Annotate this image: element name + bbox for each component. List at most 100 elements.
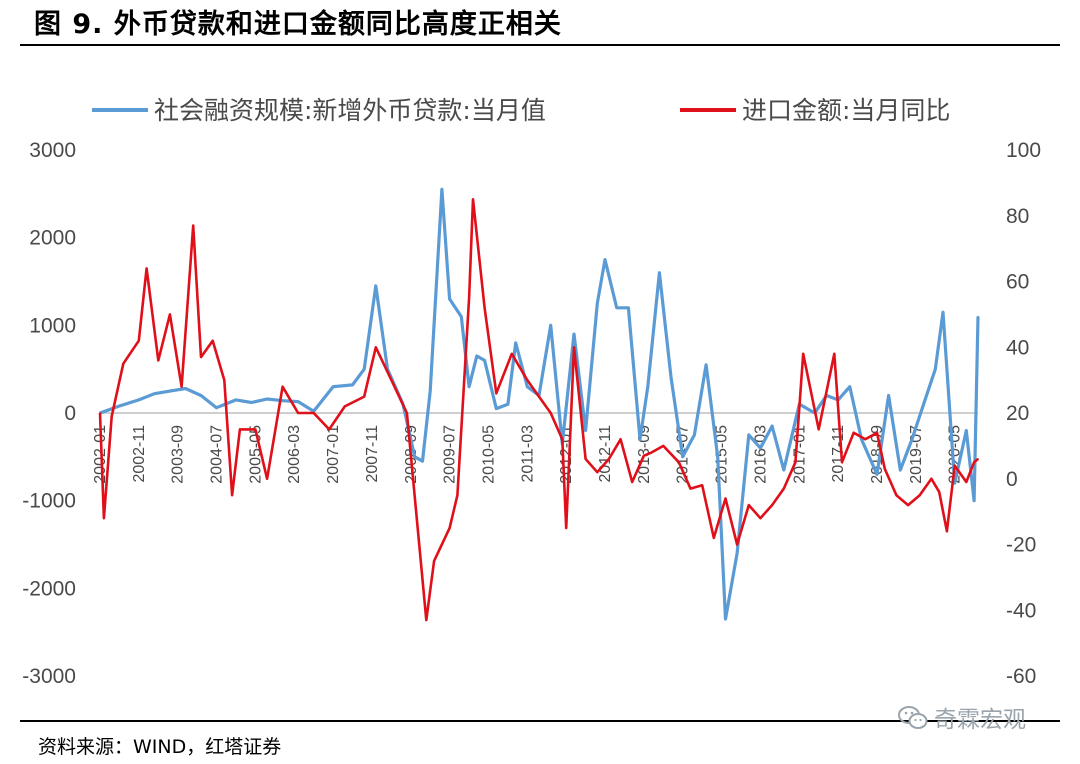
data-point-foreign-currency-loans <box>429 390 432 392</box>
legend-label-import-yoy: 进口金额:当月同比 <box>742 96 950 125</box>
data-point-import-yoy <box>223 379 226 381</box>
y-right-tick-label: 100 <box>1006 139 1041 162</box>
data-point-import-yoy <box>946 530 948 533</box>
data-point-import-yoy <box>374 346 377 349</box>
data-point-import-yoy <box>573 346 575 349</box>
data-point-foreign-currency-loans <box>724 618 727 620</box>
source-note: 资料来源：WIND，红塔证券 <box>38 736 282 758</box>
data-point-import-yoy <box>363 395 366 398</box>
data-point-import-yoy <box>231 494 234 497</box>
data-point-import-yoy <box>254 428 257 431</box>
data-point-import-yoy <box>678 461 680 464</box>
data-point-foreign-currency-loans <box>153 392 156 395</box>
data-point-import-yoy <box>953 464 956 467</box>
data-point-import-yoy <box>468 297 470 299</box>
data-point-import-yoy <box>99 412 101 414</box>
data-point-import-yoy <box>561 438 564 441</box>
data-point-foreign-currency-loans <box>973 499 975 502</box>
data-point-import-yoy <box>483 306 486 309</box>
data-point-foreign-currency-loans <box>441 188 443 191</box>
data-point-import-yoy <box>736 543 738 546</box>
x-tick-label: 2019-07 <box>908 425 925 484</box>
data-point-foreign-currency-loans <box>137 399 140 401</box>
data-point-import-yoy <box>802 352 805 355</box>
data-point-import-yoy <box>643 454 645 457</box>
data-point-foreign-currency-loans <box>215 406 218 409</box>
data-point-import-yoy <box>817 428 820 431</box>
data-point-import-yoy <box>472 198 474 201</box>
data-point-foreign-currency-loans <box>771 425 773 427</box>
data-point-import-yoy <box>122 362 125 365</box>
x-tick-label: 2005-05 <box>247 425 264 484</box>
data-point-import-yoy <box>538 395 540 398</box>
x-tick-label: 2002-11 <box>131 425 148 483</box>
data-point-import-yoy <box>759 517 762 520</box>
data-point-import-yoy <box>747 504 750 506</box>
data-point-foreign-currency-loans <box>887 394 890 397</box>
data-point-foreign-currency-loans <box>549 324 552 327</box>
data-point-foreign-currency-loans <box>332 385 334 388</box>
data-point-import-yoy <box>833 352 836 355</box>
data-point-import-yoy <box>549 412 552 414</box>
data-point-foreign-currency-loans <box>899 469 902 471</box>
data-point-foreign-currency-loans <box>693 434 696 436</box>
data-point-foreign-currency-loans <box>977 315 979 318</box>
data-point-import-yoy <box>852 431 855 434</box>
data-point-foreign-currency-loans <box>670 377 672 379</box>
data-point-foreign-currency-loans <box>942 311 944 314</box>
x-tick-label: 2006-03 <box>286 425 303 484</box>
data-point-foreign-currency-loans <box>363 368 366 371</box>
data-point-foreign-currency-loans <box>495 407 498 410</box>
data-point-import-yoy <box>938 491 941 493</box>
x-tick-label: 2003-09 <box>170 425 187 484</box>
data-point-import-yoy <box>794 461 797 464</box>
data-point-import-yoy <box>180 385 183 388</box>
data-point-foreign-currency-loans <box>934 368 937 371</box>
bottom-rule <box>20 720 1060 722</box>
x-tick-label: 2004-07 <box>209 425 226 484</box>
y-left-tick-label: -1000 <box>22 490 76 513</box>
dual-axis-line-chart: 3000200010000-1000-2000-3000100806040200… <box>22 96 1041 688</box>
data-point-import-yoy <box>608 458 610 460</box>
data-point-import-yoy <box>297 412 299 414</box>
data-point-foreign-currency-loans <box>681 455 684 458</box>
data-point-foreign-currency-loans <box>514 342 517 344</box>
data-point-foreign-currency-loans <box>184 387 187 390</box>
data-point-import-yoy <box>137 339 140 342</box>
data-point-import-yoy <box>211 339 214 342</box>
data-point-foreign-currency-loans <box>759 447 762 449</box>
y-right-tick-label: 20 <box>1006 402 1029 425</box>
x-tick-label: 2017-11 <box>830 425 847 483</box>
data-point-import-yoy <box>433 560 435 562</box>
data-point-foreign-currency-loans <box>421 460 424 463</box>
data-point-import-yoy <box>973 461 975 464</box>
data-point-foreign-currency-loans <box>413 455 416 458</box>
data-point-foreign-currency-loans <box>639 438 641 441</box>
data-point-foreign-currency-loans <box>584 429 587 432</box>
data-point-foreign-currency-loans <box>250 401 253 404</box>
data-point-import-yoy <box>448 527 451 529</box>
x-tick-label: 2007-01 <box>325 425 342 484</box>
data-point-import-yoy <box>456 494 459 497</box>
data-point-import-yoy <box>266 477 268 480</box>
data-point-import-yoy <box>565 527 568 529</box>
y-right-tick-label: 0 <box>1006 468 1018 491</box>
data-point-foreign-currency-loans <box>596 302 599 305</box>
data-point-foreign-currency-loans <box>747 434 750 436</box>
data-point-import-yoy <box>192 224 195 227</box>
data-point-import-yoy <box>965 481 968 483</box>
y-right-tick-label: 60 <box>1006 271 1029 294</box>
y-left-tick-label: -2000 <box>22 577 76 600</box>
data-point-import-yoy <box>417 537 420 539</box>
y-left-tick-label: 2000 <box>29 227 76 250</box>
x-tick-label: 2011-03 <box>519 425 536 483</box>
data-point-foreign-currency-loans <box>475 355 478 357</box>
data-point-import-yoy <box>406 412 408 414</box>
data-point-foreign-currency-loans <box>782 469 785 471</box>
data-point-foreign-currency-loans <box>876 473 878 476</box>
x-tick-label: 2010-05 <box>480 425 497 484</box>
figure-title: 图 9. 外币贷款和进口金额同比高度正相关 <box>34 9 562 40</box>
x-tick-label: 2017-01 <box>791 425 808 484</box>
y-left-tick-label: -3000 <box>22 665 76 688</box>
data-point-foreign-currency-loans <box>468 385 470 388</box>
